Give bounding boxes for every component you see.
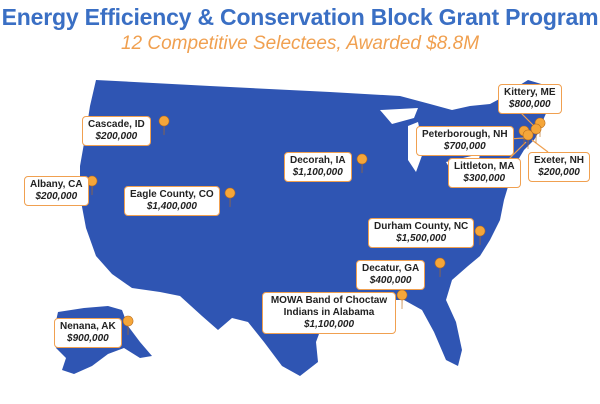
label-littleton-amount: $300,000 (463, 173, 506, 184)
label-albany-location: Albany, CA (30, 179, 83, 190)
label-decorah: Decorah, IA $1,100,000 (284, 152, 352, 182)
label-eagle-county-amount: $1,400,000 (146, 201, 197, 212)
page-subtitle: 12 Competitive Selectees, Awarded $8.8M (120, 33, 480, 54)
label-nenana-location: Nenana, AK (60, 321, 116, 332)
label-eagle-county: Eagle County, CO $1,400,000 (124, 186, 220, 216)
label-peterborough-location: Peterborough, NH (422, 129, 508, 140)
pin-durham (474, 225, 486, 246)
pin-decorah (356, 153, 368, 174)
label-mowa-amount: $1,100,000 (303, 319, 355, 330)
label-nenana-amount: $900,000 (67, 333, 109, 344)
label-nenana: Nenana, AK $900,000 (54, 318, 122, 348)
label-kittery-amount: $800,000 (508, 99, 551, 110)
pin-decatur (434, 257, 446, 278)
label-durham: Durham County, NC $1,500,000 (368, 218, 475, 248)
pin-littleton (522, 129, 534, 150)
label-cascade-amount: $200,000 (95, 131, 138, 142)
label-kittery: Kittery, ME $800,000 (498, 84, 562, 114)
label-peterborough: Peterborough, NH $700,000 (416, 126, 514, 156)
label-decorah-location: Decorah, IA (290, 155, 346, 166)
label-albany: Albany, CA $200,000 (24, 176, 89, 206)
label-exeter: Exeter, NH $200,000 (528, 152, 591, 182)
pin-cascade (158, 115, 170, 136)
label-decatur-amount: $400,000 (369, 275, 412, 286)
map-pins (86, 115, 546, 336)
label-albany-amount: $200,000 (35, 191, 78, 202)
label-decatur-location: Decatur, GA (362, 263, 420, 274)
label-mowa: MOWA Band of Choctaw Indians in Alabama … (262, 292, 396, 334)
label-littleton: Littleton, MA $300,000 (448, 158, 521, 188)
label-durham-amount: $1,500,000 (396, 233, 447, 244)
label-littleton-location: Littleton, MA (454, 161, 515, 172)
label-cascade-location: Cascade, ID (88, 119, 145, 130)
label-eagle-county-location: Eagle County, CO (130, 189, 214, 200)
label-exeter-amount: $200,000 (538, 167, 580, 178)
label-mowa-location: MOWA Band of Choctaw Indians in Alabama (270, 295, 388, 318)
label-cascade: Cascade, ID $200,000 (82, 116, 151, 146)
label-kittery-location: Kittery, ME (504, 87, 556, 98)
pin-mowa (396, 289, 408, 310)
label-durham-location: Durham County, NC (374, 221, 469, 232)
label-decatur: Decatur, GA $400,000 (356, 260, 426, 290)
pin-exeter (530, 123, 542, 144)
label-exeter-location: Exeter, NH (534, 155, 585, 166)
label-decorah-amount: $1,100,000 (292, 167, 343, 178)
pin-nenana (122, 315, 134, 336)
pin-eagle-county (224, 187, 236, 208)
label-peterborough-amount: $700,000 (443, 141, 486, 152)
page-title: Energy Efficiency & Conservation Block G… (1, 4, 599, 30)
